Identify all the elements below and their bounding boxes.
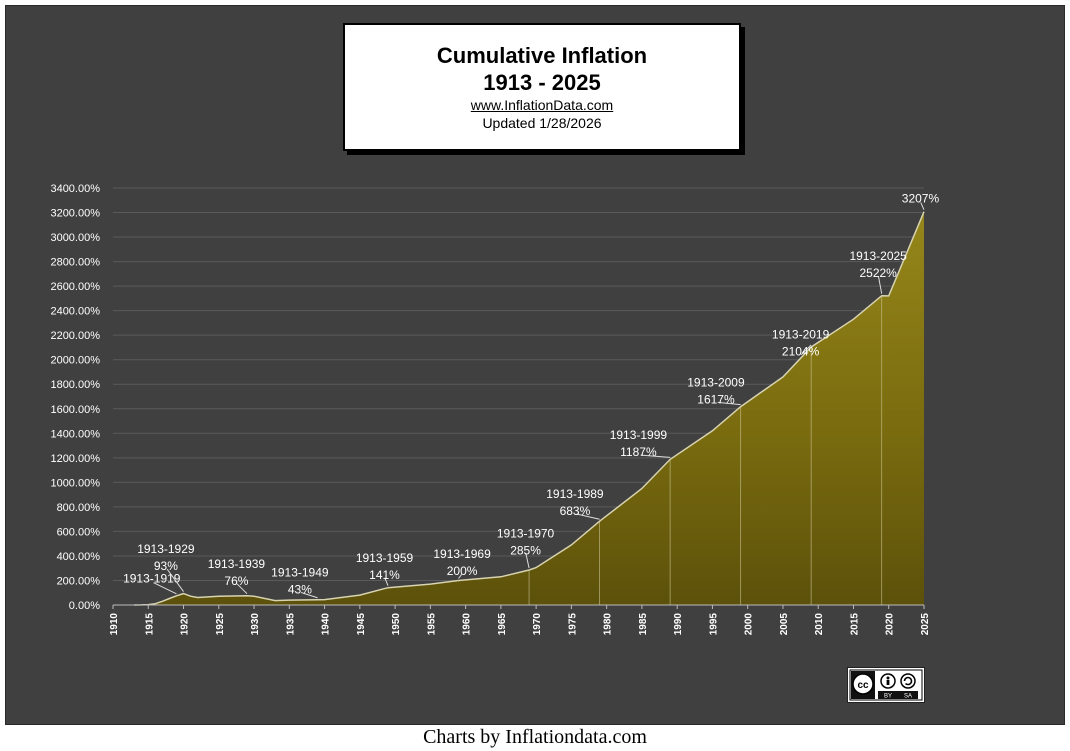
annotation-leader — [458, 573, 463, 579]
annotation-label: 1913-1989 — [546, 487, 604, 501]
x-tick-label: 1940 — [321, 613, 332, 636]
annotation-label: 1913-1929 — [137, 542, 195, 556]
y-tick-label: 400.00% — [57, 551, 101, 563]
annotation-label: 1913-2009 — [687, 375, 745, 389]
y-tick-label: 1400.00% — [50, 428, 100, 440]
y-tick-label: 3200.00% — [50, 208, 100, 220]
x-tick-label: 1935 — [285, 613, 296, 636]
svg-text:SA: SA — [904, 694, 912, 700]
x-tick-label: 1975 — [567, 613, 578, 636]
updated-date: Updated 1/28/2026 — [482, 115, 602, 131]
area-layer — [134, 211, 925, 606]
x-tick-label: 1925 — [215, 613, 226, 636]
x-tick-label: 1990 — [673, 613, 684, 636]
y-tick-label: 1200.00% — [50, 453, 100, 465]
x-tick-label: 1970 — [532, 613, 543, 636]
annotation-leader — [236, 583, 248, 595]
chart-subtitle: 1913 - 2025 — [483, 70, 601, 95]
axis-layer: 0.00% 200.00% 400.00% 600.00% 800.00% 1000.00… — [50, 183, 931, 635]
annotation-value: 683% — [560, 504, 591, 518]
y-tick-label: 0.00% — [69, 600, 100, 612]
chart-title: Cumulative Inflation — [436, 43, 648, 68]
annotation-value: 141% — [369, 568, 400, 582]
annotation-value: 1187% — [620, 445, 657, 459]
annotation-value: 285% — [510, 543, 541, 557]
x-tick-label: 1910 — [109, 613, 120, 636]
annotation-value: 76% — [224, 574, 248, 588]
x-tick-label: 1945 — [356, 613, 367, 636]
annotation-value: 93% — [154, 559, 178, 573]
x-tick-label: 1960 — [462, 613, 473, 636]
annotation-label: 1913-1939 — [208, 557, 266, 571]
annotation-layer: 1913-1919 1913-1929 93% 1913-1939 76% 1913-19… — [123, 191, 940, 599]
y-tick-label: 1000.00% — [50, 477, 100, 489]
chart-caption: Charts by Inflationdata.com — [423, 726, 647, 748]
inflation-area — [134, 211, 925, 605]
x-tick-label: 1985 — [638, 613, 649, 636]
annotation-leader — [525, 553, 530, 569]
y-tick-label: 2200.00% — [50, 330, 100, 342]
y-tick-label: 600.00% — [57, 526, 101, 538]
x-tick-label: 1920 — [180, 613, 191, 636]
annotation-label: 1913-2025 — [849, 249, 907, 263]
x-tick-label: 2025 — [920, 613, 931, 636]
x-tick-label: 2005 — [779, 613, 790, 636]
annotation-label: 1913-1969 — [433, 547, 491, 561]
annotation-leader — [300, 592, 318, 599]
x-tick-label: 2000 — [744, 613, 755, 636]
annotation-value: 43% — [288, 583, 312, 597]
annotation-label: 1913-1999 — [610, 428, 668, 442]
annotation-label: 3207% — [902, 191, 940, 205]
y-tick-label: 2600.00% — [50, 281, 100, 293]
annotation-label: 1913-1919 — [123, 572, 181, 586]
y-tick-label: 800.00% — [57, 502, 101, 514]
y-tick-label: 3000.00% — [50, 232, 100, 244]
annotation-leader — [640, 454, 671, 458]
annotation-label: 1913-1970 — [497, 526, 555, 540]
svg-text:BY: BY — [884, 694, 892, 700]
y-tick-label: 200.00% — [57, 575, 101, 587]
x-tick-label: 1955 — [426, 613, 437, 636]
annotation-value: 2522% — [859, 266, 897, 280]
x-tick-label: 1980 — [603, 613, 614, 636]
annotation-label: 1913-2019 — [772, 328, 830, 342]
x-tick-label: 1950 — [391, 613, 402, 636]
title-box: Cumulative Inflation 1913 - 2025 www.Inf… — [343, 23, 741, 151]
annotation-leader — [920, 202, 925, 210]
annotation-leader — [576, 513, 600, 520]
x-tick-label: 2015 — [849, 613, 860, 636]
x-tick-label: 1965 — [497, 613, 508, 636]
annotation-leader — [384, 577, 389, 586]
cc-by-sa-icon[interactable]: cc BY SA — [847, 667, 925, 703]
y-tick-label: 2800.00% — [50, 257, 100, 269]
x-tick-label: 1930 — [250, 613, 261, 636]
annotation-label: 1913-1959 — [356, 551, 414, 565]
x-tick-label: 2020 — [885, 613, 896, 636]
svg-text:cc: cc — [857, 680, 869, 691]
annotation-leader — [800, 344, 812, 355]
source-link[interactable]: www.InflationData.com — [470, 97, 614, 113]
x-tick-label: 2010 — [814, 613, 825, 636]
annotation-value: 2104% — [782, 345, 820, 359]
x-tick-label: 1915 — [144, 613, 155, 636]
y-tick-label: 2000.00% — [50, 355, 100, 367]
annotation-label: 1913-1949 — [271, 566, 329, 580]
y-tick-label: 3400.00% — [50, 183, 100, 195]
y-tick-label: 1800.00% — [50, 379, 100, 391]
annotation-leader — [717, 401, 741, 406]
y-tick-label: 1600.00% — [50, 404, 100, 416]
annotation-leader — [877, 276, 883, 294]
annotation-value: 200% — [447, 564, 478, 578]
inflation-line — [134, 211, 925, 606]
x-tick-label: 1995 — [708, 613, 719, 636]
annotation-leader — [166, 568, 184, 592]
y-tick-label: 2400.00% — [50, 306, 100, 318]
annotation-leader — [153, 582, 177, 595]
annotation-value: 1617% — [697, 392, 735, 406]
